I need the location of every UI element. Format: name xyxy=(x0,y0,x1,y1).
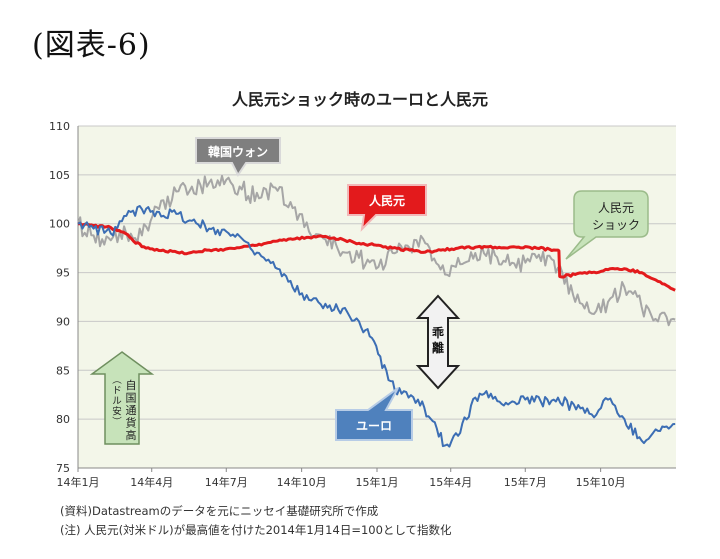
y-tick-label: 105 xyxy=(49,169,70,182)
x-tick-label: 15年1月 xyxy=(356,475,399,489)
korean-won-callout: 韓国ウォン xyxy=(195,137,281,177)
divergence-arrow: 乖離 xyxy=(415,294,461,390)
y-tick-label: 110 xyxy=(49,120,70,133)
yuan-callout: 人民元 xyxy=(347,184,427,232)
y-tick-label: 80 xyxy=(56,413,70,426)
x-tick-label: 14年4月 xyxy=(130,475,173,489)
source-note: (資料)Datastreamのデータを元にニッセイ基礎研究所で作成 xyxy=(60,504,379,518)
callout-text: 韓国ウォン xyxy=(208,144,268,159)
callout-text: 人民元 xyxy=(369,193,405,208)
yuan-shock-callout: 人民元ショック xyxy=(565,190,649,260)
x-tick-label: 14年1月 xyxy=(57,475,100,489)
strength-label-char: 安 xyxy=(112,406,122,418)
y-tick-label: 90 xyxy=(56,315,70,328)
y-tick-label: 95 xyxy=(56,267,70,280)
y-axis-ticks: 75 80 85 90 95 100 105 110 xyxy=(49,120,70,475)
callout-shape xyxy=(565,190,649,260)
strength-label-char: 国 xyxy=(126,392,137,405)
x-tick-label: 14年7月 xyxy=(205,475,248,489)
series-line-0 xyxy=(77,222,676,292)
callout-shape xyxy=(335,387,413,441)
x-tick-label: 15年10月 xyxy=(576,475,626,489)
up-arrow-shape xyxy=(89,351,155,445)
y-tick-label: 85 xyxy=(56,364,70,377)
strength-label-char: ル xyxy=(112,396,122,407)
callout-shape xyxy=(347,184,427,232)
strength-label-char: ︶ xyxy=(112,417,122,428)
divergence-label: 乖 xyxy=(432,325,444,340)
double-arrow-shape xyxy=(415,294,461,390)
series-lines xyxy=(77,174,676,448)
divergence-label: 離 xyxy=(432,340,444,355)
x-tick-label: 15年4月 xyxy=(429,475,472,489)
remark-note: (注) 人民元(対米ドル)が最高値を付けた2014年1月14日=100として指数… xyxy=(60,523,452,537)
callout-text: ユーロ xyxy=(356,419,392,433)
callout-text: 人民元 xyxy=(598,201,634,215)
figure-label: (図表-6) xyxy=(32,28,151,63)
strength-label-char: 自 xyxy=(126,379,137,392)
y-tick-label: 100 xyxy=(49,218,70,231)
chart-title: 人民元ショック時のユーロと人民元 xyxy=(231,90,488,109)
strength-label-char: ︵ xyxy=(112,375,122,386)
callout-text: ショック xyxy=(592,218,640,232)
strength-label-char: 高 xyxy=(126,428,137,442)
series-line-2 xyxy=(77,174,676,327)
strength-label-char: 貨 xyxy=(126,416,137,430)
x-axis-ticks: 14年1月 14年4月 14年7月 14年10月 15年1月 15年4月 15年7月 15年1… xyxy=(57,468,626,489)
callout-shape xyxy=(195,137,281,177)
strength-label-char: 通 xyxy=(126,404,137,417)
euro-callout: ユーロ xyxy=(335,387,413,441)
x-tick-label: 14年10月 xyxy=(277,475,327,489)
strength-label-char: ド xyxy=(112,386,122,397)
y-tick-label: 75 xyxy=(56,462,70,475)
series-line-1 xyxy=(77,205,676,448)
x-tick-label: 15年7月 xyxy=(504,475,547,489)
